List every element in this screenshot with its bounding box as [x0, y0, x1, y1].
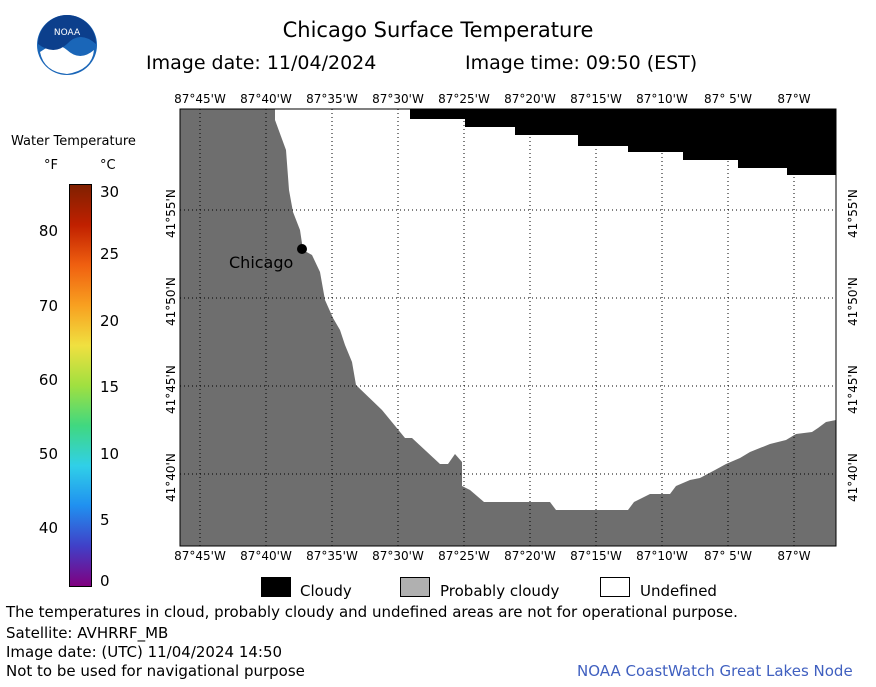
land-area: [180, 109, 836, 546]
lat-label-left: 41°45'N: [164, 365, 178, 414]
lat-label-right: 41°55'N: [846, 189, 860, 238]
legend-title: Water Temperature: [11, 134, 136, 149]
fahrenheit-tick: 60: [38, 371, 58, 389]
navigation-warning: Not to be used for navigational purpose: [6, 662, 305, 680]
lat-label-right: 41°45'N: [846, 365, 860, 414]
celsius-tick: 25: [100, 245, 120, 263]
celsius-tick: 10: [100, 445, 120, 463]
lon-label-bottom: 87°45'W: [174, 549, 226, 563]
probably-cloudy-label: Probably cloudy: [440, 582, 560, 600]
disclaimer-text: The temperatures in cloud, probably clou…: [6, 603, 738, 621]
lon-label-top: 87°25'W: [438, 92, 490, 106]
lat-label-left: 41°55'N: [164, 189, 178, 238]
lon-label-bottom: 87°40'W: [240, 549, 292, 563]
logo-text: NOAA: [54, 28, 81, 38]
fahrenheit-tick: 70: [38, 297, 58, 315]
lon-label-bottom: 87°10'W: [636, 549, 688, 563]
lon-label-top: 87°W: [777, 92, 811, 106]
fahrenheit-tick: 50: [38, 445, 58, 463]
city-label: Chicago: [229, 253, 294, 272]
lat-label-right: 41°40'N: [846, 453, 860, 502]
lon-label-bottom: 87°20'W: [504, 549, 556, 563]
image-time: Image time: 09:50 (EST): [465, 52, 698, 74]
fahrenheit-tick: 40: [38, 519, 58, 537]
map-border: [179, 108, 837, 547]
satellite-text: Satellite: AVHRRF_MB: [6, 624, 169, 642]
lon-label-bottom: 87°25'W: [438, 549, 490, 563]
cloud-area: [347, 109, 836, 175]
lon-label-top: 87°35'W: [306, 92, 358, 106]
lon-label-top: 87°15'W: [570, 92, 622, 106]
temperature-colorbar: [69, 184, 92, 587]
map-title: Chicago Surface Temperature: [282, 18, 594, 42]
fahrenheit-tick: 80: [38, 222, 58, 240]
credit-text: NOAA CoastWatch Great Lakes Node: [577, 662, 853, 680]
lat-label-right: 41°50'N: [846, 277, 860, 326]
chicago-marker: [297, 244, 307, 254]
lon-label-bottom: 87°30'W: [372, 549, 424, 563]
lon-label-top: 87° 5'W: [704, 92, 752, 106]
lon-label-top: 87°10'W: [636, 92, 688, 106]
lon-label-bottom: 87°15'W: [570, 549, 622, 563]
celsius-tick: 5: [100, 511, 110, 529]
lat-label-left: 41°40'N: [164, 453, 178, 502]
undefined-label: Undefined: [640, 582, 717, 600]
celsius-tick: 30: [100, 183, 120, 201]
lon-label-top: 87°30'W: [372, 92, 424, 106]
unit-celsius: °C: [100, 158, 116, 173]
undefined-swatch: [600, 577, 630, 597]
lon-label-bottom: 87° 5'W: [704, 549, 752, 563]
noaa-logo: NOAA: [36, 14, 98, 76]
celsius-tick: 0: [100, 572, 110, 590]
utc-date-text: Image date: (UTC) 11/04/2024 14:50: [6, 643, 283, 661]
lon-label-top: 87°20'W: [504, 92, 556, 106]
lon-label-top: 87°40'W: [240, 92, 292, 106]
celsius-tick: 15: [100, 378, 120, 396]
cloudy-swatch: [261, 577, 291, 597]
image-date: Image date: 11/04/2024: [146, 52, 377, 74]
cloudy-label: Cloudy: [300, 582, 352, 600]
lat-label-left: 41°50'N: [164, 277, 178, 326]
celsius-tick: 20: [100, 312, 120, 330]
probably-cloudy-swatch: [400, 577, 430, 597]
lon-label-bottom: 87°W: [777, 549, 811, 563]
lon-label-bottom: 87°35'W: [306, 549, 358, 563]
lon-label-top: 87°45'W: [174, 92, 226, 106]
unit-fahrenheit: °F: [44, 158, 58, 173]
